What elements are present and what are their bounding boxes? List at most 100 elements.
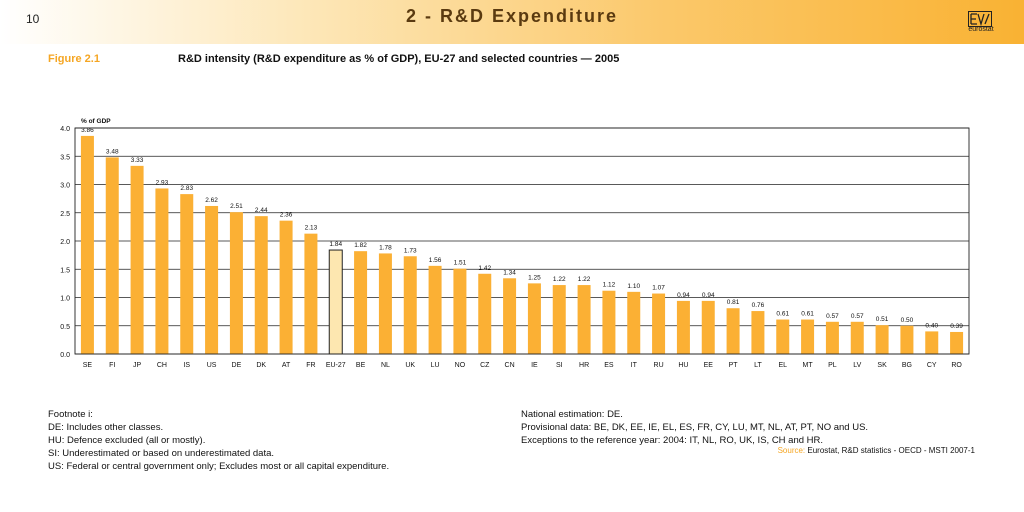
bar <box>552 285 566 354</box>
x-tick-label: HR <box>579 362 589 369</box>
x-tick-label: EE <box>704 362 714 369</box>
value-label: 3.48 <box>106 148 119 155</box>
value-label: 2.93 <box>156 179 169 186</box>
footnote-line: HU: Defence excluded (all or mostly). <box>48 435 206 446</box>
bar <box>378 253 392 354</box>
value-label: 1.51 <box>454 260 467 267</box>
value-label: 0.94 <box>677 292 690 299</box>
x-tick-label: FI <box>109 362 115 369</box>
bar <box>801 319 815 354</box>
source-label: Source: <box>777 446 806 455</box>
page-number: 10 <box>26 12 40 26</box>
x-tick-label: NO <box>455 362 466 369</box>
bars <box>80 135 964 355</box>
footnote-line: SI: Underestimated or based on underesti… <box>48 448 275 459</box>
page-header: 10 2 - R&D Expenditure eurostat <box>0 0 1024 44</box>
value-label: 1.84 <box>329 241 342 248</box>
x-tick-label: DK <box>256 362 266 369</box>
bar <box>229 212 243 354</box>
value-label: 0.61 <box>801 311 814 318</box>
x-tick-label: CH <box>157 362 167 369</box>
y-tick-label: 2.0 <box>60 239 70 246</box>
y-tick-label: 0.5 <box>60 324 70 331</box>
bar-chart: 3.86 3.48 3.33 2.93 2.83 2.62 2.51 2.44 2.36 2.13… <box>60 118 970 369</box>
x-tick-label: US <box>207 362 217 369</box>
value-label: 1.56 <box>429 257 442 264</box>
value-label: 0.94 <box>702 292 715 299</box>
x-tick-label: PT <box>729 362 739 369</box>
footnotes-left: Footnote i: DE: Includes other classes. … <box>48 408 389 473</box>
value-label: 1.73 <box>404 247 417 254</box>
value-label: 1.34 <box>503 269 516 276</box>
bar <box>701 300 715 354</box>
bar <box>726 308 740 354</box>
bar <box>130 165 144 354</box>
x-tick-label: HU <box>678 362 688 369</box>
value-label: 2.36 <box>280 212 293 219</box>
axes: 0.0 0.5 1.0 1.5 2.0 2.5 3.0 3.5 4.0 % of GDP SE FI J… <box>60 118 970 369</box>
x-tick-label: EL <box>778 362 787 369</box>
source-text: Eurostat, R&D statistics - OECD - MSTI 2… <box>807 446 975 455</box>
value-label: 1.42 <box>478 265 491 272</box>
x-tick-label: JP <box>133 362 142 369</box>
value-label: 1.82 <box>354 242 367 249</box>
value-label: 0.39 <box>950 323 963 330</box>
plot-frame <box>74 127 970 355</box>
bar <box>676 300 690 354</box>
x-tick-label: SE <box>83 362 93 369</box>
x-tick-label: CZ <box>480 362 490 369</box>
source-note: Source: Eurostat, R&D statistics - OECD … <box>521 446 975 455</box>
y-tick-label: 3.0 <box>60 183 70 190</box>
value-label: 1.22 <box>553 276 566 283</box>
x-tick-label: LV <box>853 362 861 369</box>
x-tick-label: CN <box>505 362 515 369</box>
figure-title: R&D intensity (R&D expenditure as % of G… <box>178 53 620 65</box>
value-label: 2.13 <box>305 225 318 232</box>
y-tick-label: 1.0 <box>60 296 70 303</box>
bar <box>254 216 268 354</box>
x-tick-label: IE <box>531 362 538 369</box>
y-tick-label: 1.5 <box>60 267 70 274</box>
footnote-line: Footnote i: <box>48 409 93 420</box>
x-tick-label: BE <box>356 362 366 369</box>
bar <box>328 249 343 355</box>
x-tick-label: RU <box>654 362 664 369</box>
value-label: 0.61 <box>776 311 789 318</box>
footnote-line: Provisional data: BE, DK, EE, IE, EL, ES… <box>521 422 869 433</box>
x-tick-label: PL <box>828 362 837 369</box>
x-tick-label: MT <box>803 362 814 369</box>
footnote-line: National estimation: DE. <box>521 409 623 420</box>
x-tick-label: UK <box>405 362 415 369</box>
bar <box>503 278 517 354</box>
bar <box>527 283 541 354</box>
footnote-line: DE: Includes other classes. <box>48 422 164 433</box>
value-label: 0.50 <box>901 317 914 324</box>
footnote-line: Exceptions to the reference year: 2004: … <box>521 435 824 446</box>
x-tick-label: DE <box>232 362 242 369</box>
value-label: 1.12 <box>603 282 616 289</box>
bar <box>900 325 914 354</box>
bar <box>751 311 765 354</box>
figure-label: Figure 2.1 <box>48 53 100 65</box>
logo-text: eurostat <box>968 26 994 33</box>
value-label: 2.44 <box>255 207 268 214</box>
x-tick-label: SK <box>877 362 887 369</box>
bar <box>925 331 939 354</box>
bar <box>105 157 119 354</box>
x-tick-label: ES <box>604 362 614 369</box>
value-label: 1.25 <box>528 274 541 281</box>
bar <box>850 321 864 354</box>
bar <box>875 325 889 354</box>
bar <box>825 321 839 354</box>
x-tick-label: LU <box>431 362 440 369</box>
x-tick-label: BG <box>902 362 912 369</box>
x-tick-label: SI <box>556 362 563 369</box>
bar <box>577 285 591 354</box>
x-tick-label: IS <box>183 362 190 369</box>
bar <box>304 233 318 354</box>
value-label: 2.62 <box>205 197 218 204</box>
value-label: 2.51 <box>230 203 243 210</box>
bar <box>155 188 169 354</box>
value-label: 1.22 <box>578 276 591 283</box>
value-label: 0.51 <box>876 316 889 323</box>
